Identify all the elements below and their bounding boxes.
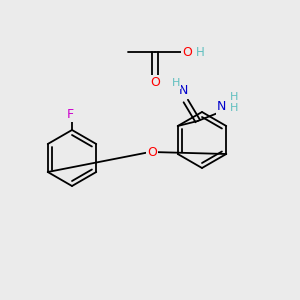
- Text: H: H: [230, 103, 238, 113]
- Text: H: H: [196, 46, 205, 59]
- Text: N: N: [217, 100, 226, 113]
- Text: F: F: [66, 107, 74, 121]
- Text: O: O: [150, 76, 160, 89]
- Text: H: H: [172, 78, 180, 88]
- Text: N: N: [179, 85, 188, 98]
- Text: O: O: [182, 46, 192, 59]
- Text: O: O: [147, 146, 157, 158]
- Text: H: H: [230, 92, 238, 102]
